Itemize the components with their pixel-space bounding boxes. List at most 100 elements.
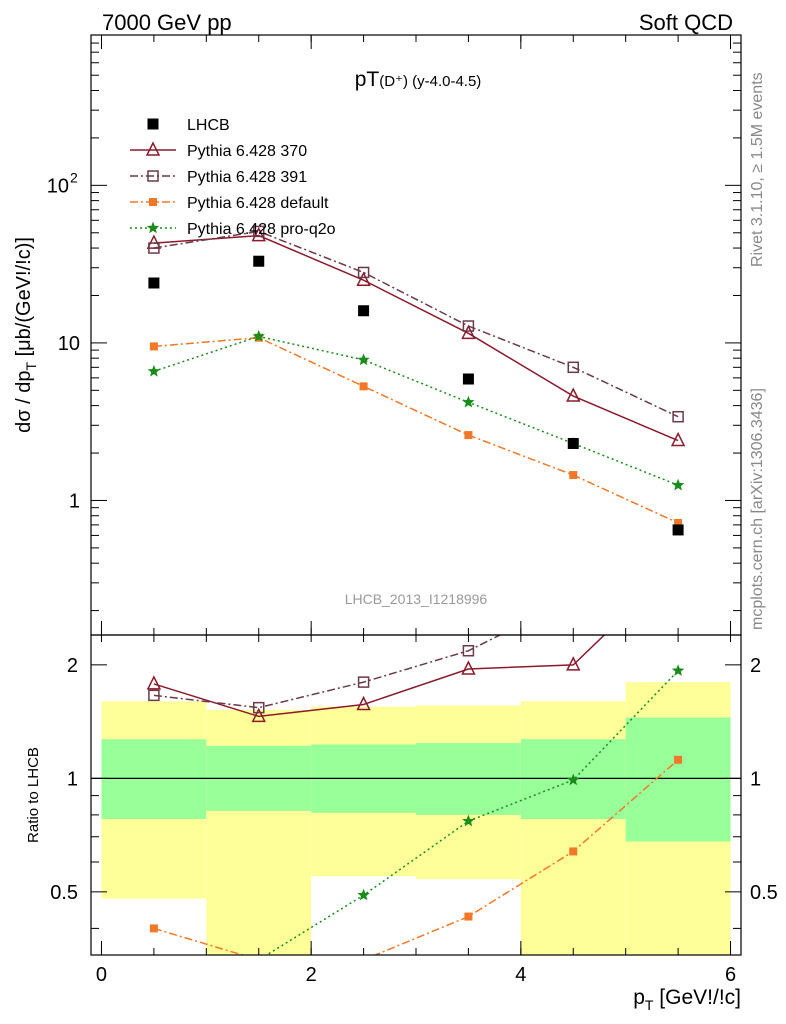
ratio-series-marker: [566, 656, 581, 671]
x-tick-label: 4: [515, 964, 526, 986]
ratio-series-marker: [673, 503, 683, 513]
header-right: Soft QCD: [639, 10, 733, 35]
series-marker: [567, 361, 580, 374]
ratio-series-marker: [357, 676, 370, 688]
ratio-band-inner: [416, 743, 521, 815]
series-marker: [148, 242, 160, 254]
series-marker: [251, 226, 266, 242]
ratio-series-marker: [149, 924, 158, 933]
x-axis-label: pT [GeV!/!c]: [633, 986, 741, 1013]
ratio-frame: [90, 634, 742, 956]
ratio-series-marker: [464, 912, 473, 921]
series-marker: [672, 410, 684, 423]
ratio-series-marker: [569, 847, 578, 856]
data-point: [462, 373, 474, 385]
legend-marker: [147, 170, 159, 182]
series-marker: [356, 271, 371, 286]
legend-marker: [145, 141, 161, 156]
series-marker: [462, 395, 475, 408]
series-marker: [357, 353, 370, 366]
ratio-series-marker: [671, 664, 685, 676]
ratio-series-marker: [360, 956, 368, 964]
legend-label: Pythia 6.428 391: [187, 169, 307, 186]
ratio-series-marker: [251, 707, 266, 723]
ratio-series-marker: [146, 675, 162, 690]
plot-title-sub: (D⁺): [379, 73, 408, 90]
y-tick-label: 1: [69, 490, 80, 512]
ratio-y-tick-label-right: 0.5: [750, 882, 778, 904]
x-tick-label: 0: [96, 964, 107, 986]
legend-marker: [146, 221, 160, 234]
series-line: [153, 336, 679, 524]
ratio-y-tick-label: 2: [67, 655, 78, 677]
data-point: [148, 277, 160, 289]
x-axis-label-tail: [GeV!/!c]: [653, 986, 741, 1009]
data-point: [253, 255, 265, 267]
ratio-series-marker: [568, 593, 578, 603]
plot-title-main: pT: [355, 68, 380, 91]
series-marker: [671, 478, 685, 491]
ratio-y-tick-label: 0.5: [50, 882, 78, 904]
ratio-band-inner: [625, 717, 731, 842]
x-tick-label: 6: [725, 964, 736, 986]
legend-label: LHCB: [187, 117, 230, 134]
data-point: [672, 524, 684, 536]
y-axis-label: dσ / dpT [μb/(GeV!/!c)]: [13, 237, 39, 433]
series-marker: [252, 329, 265, 342]
ratio-y-axis-label: Ratio to LHCB: [25, 747, 42, 843]
ratio-series-line: [153, 635, 606, 718]
series-marker: [146, 234, 162, 249]
rivet-label: Rivet 3.1.10, ≥ 1.5M events: [749, 72, 766, 267]
legend-label: Pythia 6.428 370: [187, 143, 307, 160]
ratio-band-inner: [101, 739, 207, 820]
series-marker: [357, 266, 370, 279]
ratio-series-marker: [255, 956, 263, 964]
series-marker: [462, 320, 475, 332]
data-point: [567, 437, 579, 449]
series-marker: [674, 518, 683, 527]
ratio-series-marker: [672, 557, 684, 569]
ratio-series-marker: [461, 660, 476, 675]
series-line: [153, 234, 679, 442]
y-axis-label-sub: T: [23, 362, 39, 371]
ratio-series-marker: [462, 814, 475, 827]
main-panel-series: [146, 225, 686, 536]
ratio-series-marker: [357, 888, 370, 901]
legend-label: Pythia 6.428 default: [187, 195, 329, 212]
series-marker: [461, 324, 476, 340]
legend: LHCB Pythia 6.428 370 Pythia 6.428 391 Pyth…: [130, 117, 336, 238]
ratio-y-tick-label-right: 2: [750, 655, 761, 677]
series-marker: [569, 471, 578, 480]
mcplots-label: mcplots.cern.ch [arXiv:1306.3436]: [749, 388, 766, 630]
data-point: [358, 305, 370, 317]
series-line: [153, 230, 679, 418]
ratio-series-line: [265, 670, 679, 955]
analysis-id: LHCB_2013_I1218996: [345, 591, 488, 607]
y-axis-label-main: dσ / dp: [13, 371, 35, 433]
legend-marker: [149, 198, 157, 206]
x-axis-label-sub: T: [645, 997, 654, 1013]
ratio-panel-bands: [91, 682, 741, 955]
ratio-series-marker: [567, 773, 580, 786]
ratio-series-marker: [462, 644, 475, 657]
ratio-y-tick-label: 1: [67, 768, 78, 790]
ratio-series-marker: [356, 695, 371, 711]
legend-label: Pythia 6.428 pro-q2o: [187, 221, 336, 238]
series-marker: [149, 342, 158, 351]
ratio-series-marker: [674, 755, 683, 764]
x-tick-label: 2: [306, 964, 317, 986]
series-marker: [566, 387, 581, 402]
header-left: 7000 GeV pp: [102, 10, 232, 35]
series-marker: [670, 431, 686, 447]
ratio-series-line: [153, 635, 502, 709]
y-axis-label-tail: [μb/(GeV!/!c)]: [13, 237, 35, 362]
ratio-series-marker: [252, 701, 265, 714]
y-tick-label: 10: [47, 175, 69, 197]
series-marker: [147, 364, 161, 377]
plot-title-tail: (y-4.0-4.5): [408, 73, 481, 90]
legend-marker: [147, 118, 159, 130]
plot-title: pT(D⁺) (y-4.0-4.5): [355, 68, 482, 91]
y-tick-label-exponent: 2: [70, 169, 78, 185]
